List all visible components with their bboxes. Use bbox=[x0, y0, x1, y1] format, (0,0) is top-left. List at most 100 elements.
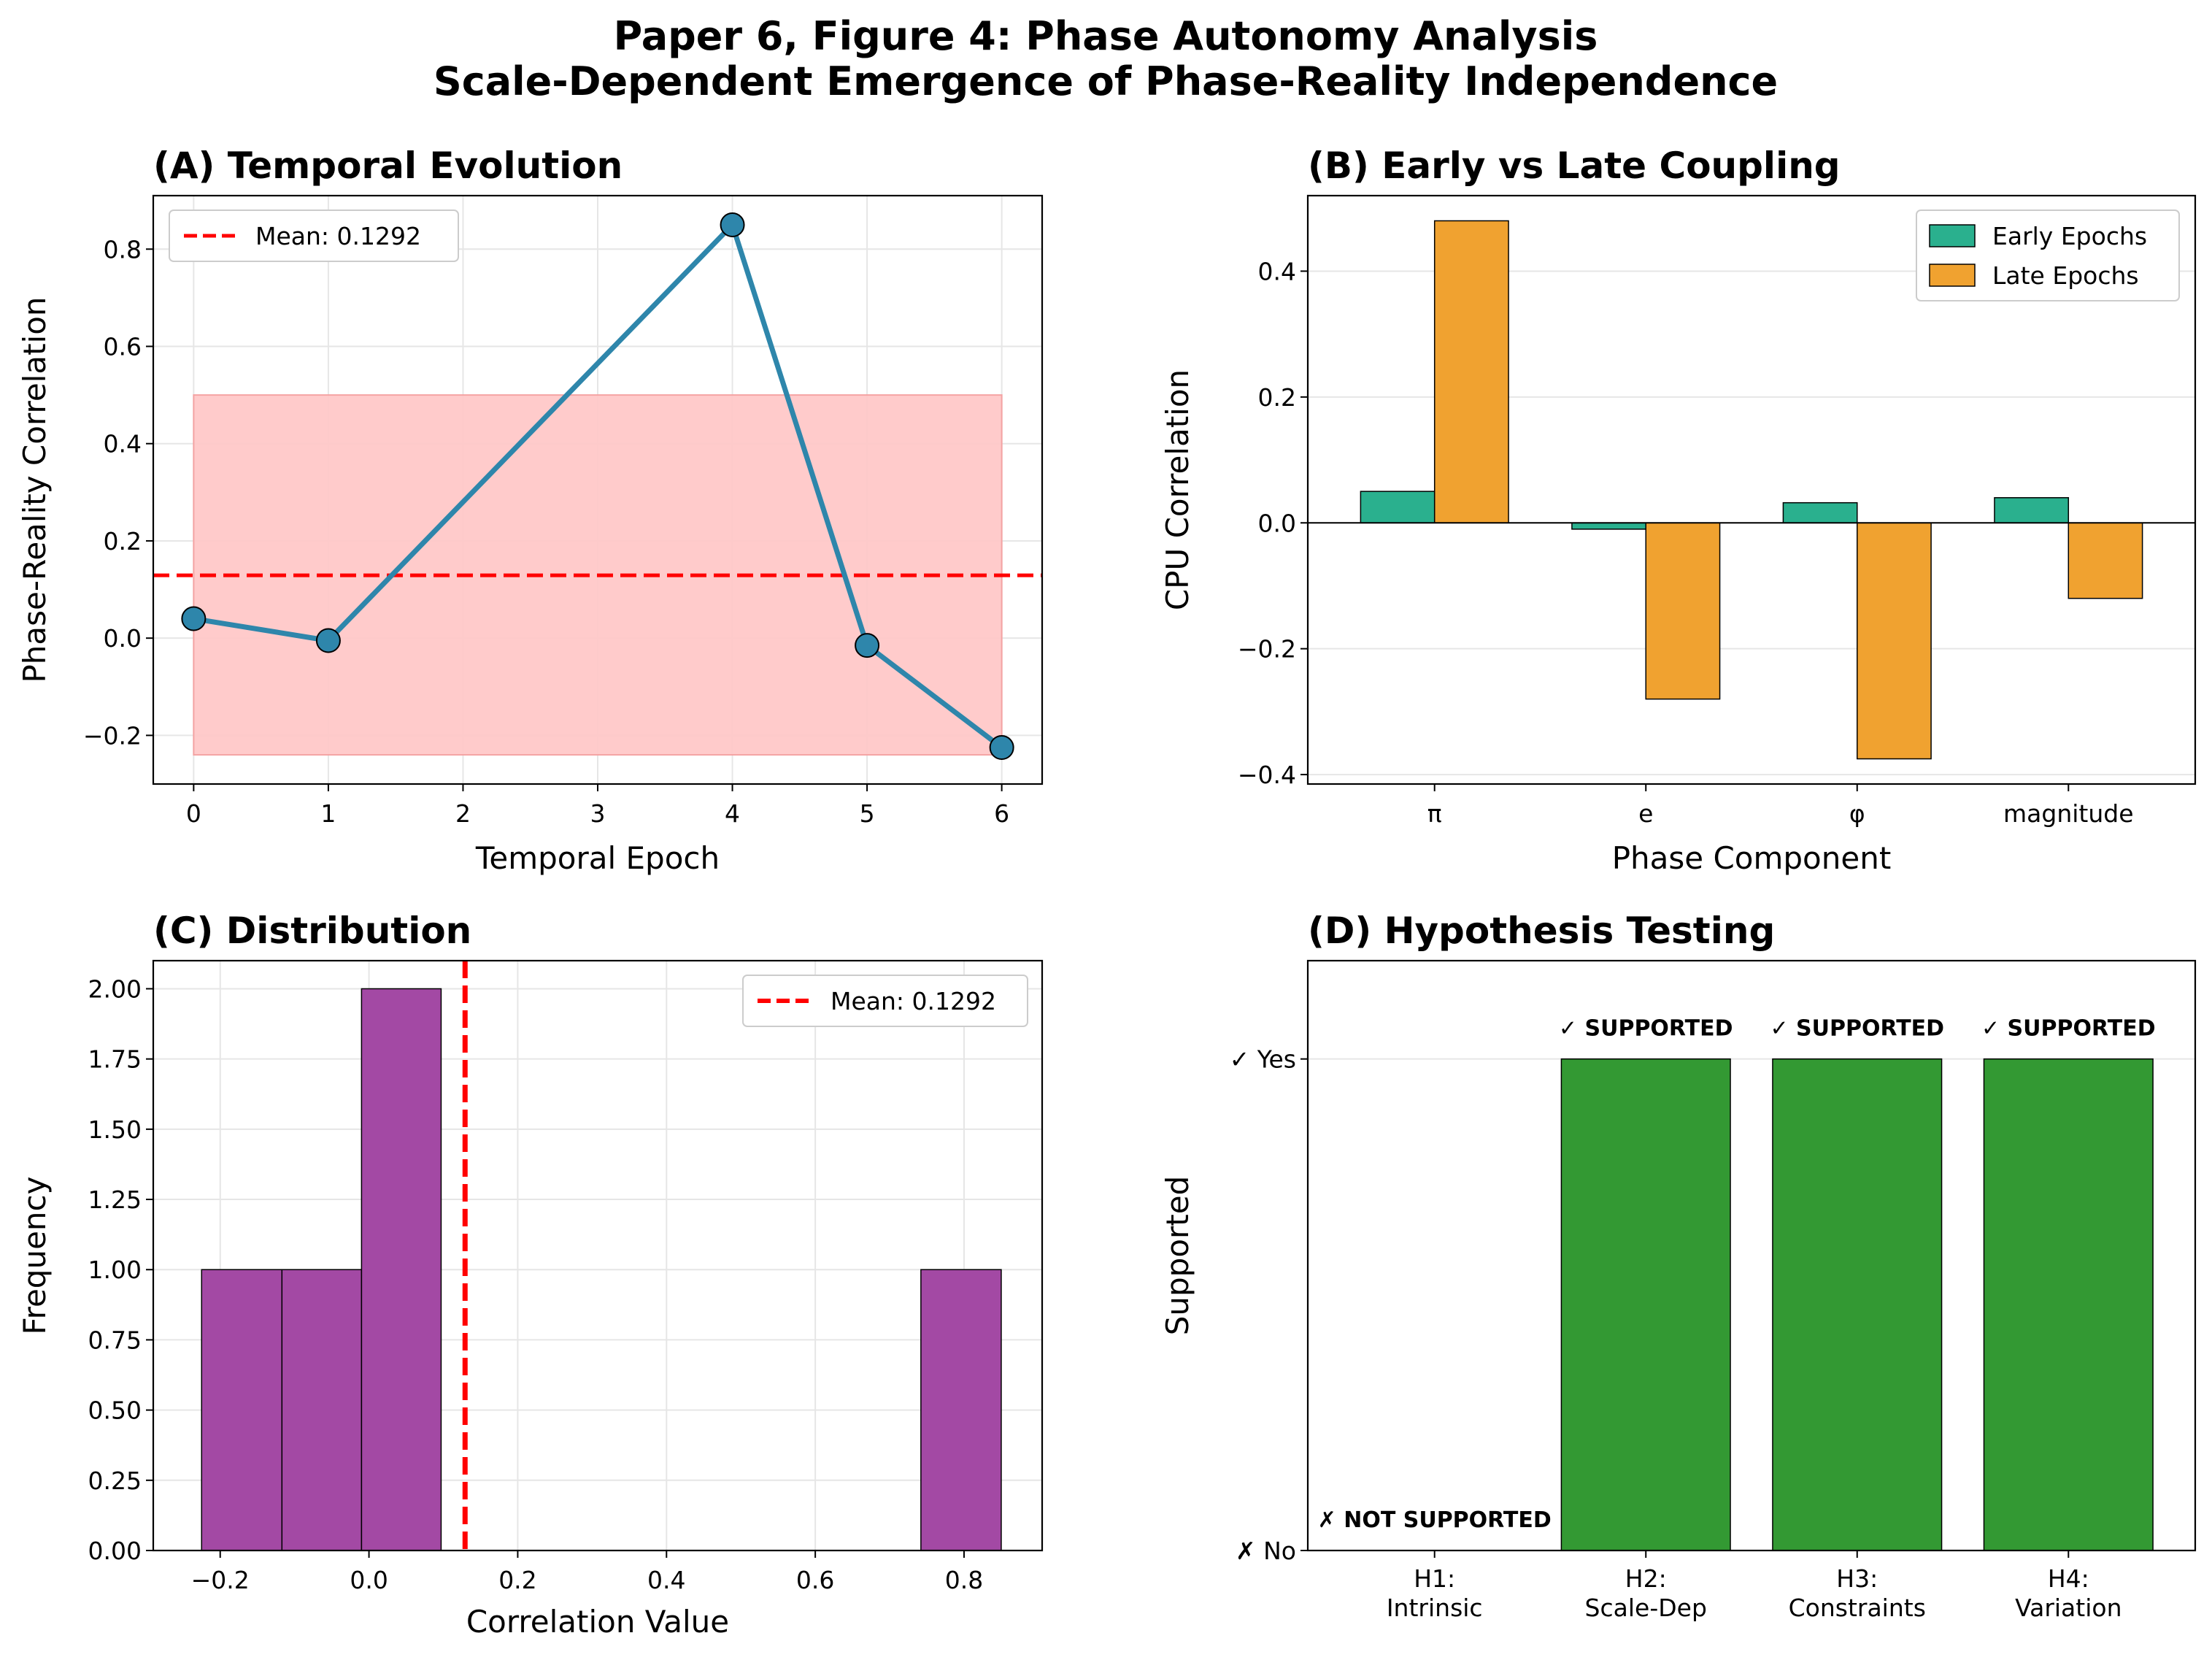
hypothesis-annotation: ✓ SUPPORTED bbox=[1559, 1016, 1733, 1042]
y-tick-label: 1.50 bbox=[88, 1115, 142, 1144]
y-tick-label: 0.50 bbox=[88, 1396, 142, 1425]
y-axis-label: Phase-Reality Correlation bbox=[17, 296, 53, 683]
x-axis-label: Correlation Value bbox=[466, 1604, 729, 1640]
x-tick-label: 0.2 bbox=[498, 1566, 536, 1594]
y-tick-label: 0.0 bbox=[1258, 509, 1296, 537]
x-tick-label: φ bbox=[1849, 799, 1865, 828]
legend-box bbox=[1916, 210, 2180, 301]
panel-d-hypothesis-testing: (D) Hypothesis Testing Supported ✗ No ✓ Yes… bbox=[1160, 910, 2197, 1622]
y-tick-label: 0.6 bbox=[104, 332, 142, 361]
y-axis-label: Supported bbox=[1160, 1176, 1195, 1336]
histogram-bar bbox=[281, 1269, 363, 1551]
histogram-bar bbox=[361, 988, 442, 1551]
y-tick-label: 0.4 bbox=[1258, 257, 1296, 285]
x-tick-label: 0.6 bbox=[796, 1566, 834, 1594]
x-tick-label-line2: Constraints bbox=[1789, 1594, 1926, 1622]
x-axis-label: Temporal Epoch bbox=[475, 840, 720, 876]
axes-frame bbox=[152, 194, 1044, 785]
bar-late bbox=[2068, 522, 2143, 599]
x-tick-label: 3 bbox=[590, 799, 606, 828]
x-tick-label-line2: Scale-Dep bbox=[1585, 1594, 1707, 1622]
y-tick-label: 0.2 bbox=[1258, 383, 1296, 412]
y-tick-label: −0.2 bbox=[1238, 635, 1296, 664]
legend-box bbox=[169, 210, 459, 262]
hypothesis-annotation: ✓ SUPPORTED bbox=[1770, 1016, 1944, 1042]
data-point bbox=[315, 628, 341, 653]
x-tick-label: 2 bbox=[455, 799, 471, 828]
panel-title: (C) Distribution bbox=[153, 910, 471, 952]
bar-early bbox=[1360, 491, 1436, 524]
y-axis-label: Frequency bbox=[17, 1177, 53, 1335]
y-tick-label: 1.25 bbox=[88, 1186, 142, 1214]
x-tick-label-line1: H2: bbox=[1625, 1564, 1667, 1593]
x-tick-label-line1: H4: bbox=[2048, 1564, 2089, 1593]
x-axis-label: Phase Component bbox=[1612, 840, 1892, 876]
figure-title-line1: Paper 6, Figure 4: Phase Autonomy Analys… bbox=[614, 13, 1598, 59]
x-tick-label: 5 bbox=[860, 799, 875, 828]
data-point bbox=[720, 212, 745, 237]
axes-frame bbox=[1306, 194, 2197, 785]
y-tick-label: 0.25 bbox=[88, 1467, 142, 1495]
legend-late-swatch bbox=[1929, 264, 1976, 287]
x-tick-label: 6 bbox=[994, 799, 1009, 828]
data-point bbox=[181, 606, 207, 631]
y-tick-label: 0.0 bbox=[104, 624, 142, 653]
hypothesis-bar bbox=[1560, 1058, 1731, 1551]
y-tick-label: 1.00 bbox=[88, 1256, 142, 1284]
x-tick-label: π bbox=[1427, 799, 1442, 828]
x-tick-label-line2: Intrinsic bbox=[1387, 1594, 1483, 1622]
panel-b-early-vs-late-coupling: (B) Early vs Late Coupling Phase Componen… bbox=[1160, 145, 2197, 876]
figure-title-line2: Scale-Dependent Emergence of Phase-Reali… bbox=[433, 58, 1778, 104]
legend-box bbox=[742, 975, 1028, 1027]
x-tick-label: 4 bbox=[725, 799, 740, 828]
y-tick-label: 0.8 bbox=[104, 235, 142, 264]
bar-early bbox=[1571, 522, 1646, 530]
hypothesis-bar bbox=[1772, 1058, 1943, 1551]
legend-mean-label: Mean: 0.1292 bbox=[831, 987, 996, 1015]
x-tick-label-line2: Variation bbox=[2015, 1594, 2122, 1622]
histogram-bar bbox=[201, 1269, 283, 1551]
y-axis-label: CPU Correlation bbox=[1160, 369, 1195, 610]
y-tick-label: 0.4 bbox=[104, 430, 142, 458]
y-tick-label: 0.75 bbox=[88, 1326, 142, 1354]
x-tick-label: 0.4 bbox=[647, 1566, 685, 1594]
legend-mean-label: Mean: 0.1292 bbox=[255, 222, 421, 250]
bar-early bbox=[1782, 502, 1858, 524]
x-tick-label: −0.2 bbox=[191, 1566, 250, 1594]
y-tick-label: −0.4 bbox=[1238, 761, 1296, 789]
panel-title: (B) Early vs Late Coupling bbox=[1308, 145, 1841, 187]
hypothesis-annotation: ✓ SUPPORTED bbox=[1981, 1016, 2156, 1042]
axes-frame bbox=[1306, 959, 2197, 1552]
data-point bbox=[989, 735, 1014, 761]
panel-a-temporal-evolution: (A) Temporal Evolution Temporal Epoch Phas… bbox=[17, 145, 1044, 876]
panel-title: (A) Temporal Evolution bbox=[153, 145, 623, 187]
legend-late-label: Late Epochs bbox=[1992, 261, 2139, 290]
panel-title: (D) Hypothesis Testing bbox=[1308, 910, 1775, 952]
x-tick-label: e bbox=[1638, 799, 1653, 828]
x-tick-label: 1 bbox=[320, 799, 336, 828]
bar-early bbox=[1994, 497, 2070, 524]
bar-late bbox=[1433, 220, 1509, 524]
data-point bbox=[855, 633, 880, 658]
x-tick-label-line1: H1: bbox=[1414, 1564, 1455, 1593]
x-tick-label: magnitude bbox=[2003, 799, 2134, 828]
bar-late bbox=[1857, 522, 1932, 760]
legend-early-label: Early Epochs bbox=[1992, 222, 2147, 250]
panel-c-distribution: (C) Distribution Correlation Value Frequen… bbox=[17, 910, 1044, 1640]
y-tick-label: −0.2 bbox=[83, 721, 142, 750]
legend-early-swatch bbox=[1929, 224, 1976, 247]
x-tick-label: 0.0 bbox=[350, 1566, 388, 1594]
y-tick-label: 0.2 bbox=[104, 527, 142, 556]
y-tick-label: ✗ No bbox=[1236, 1537, 1296, 1565]
hypothesis-bar bbox=[1983, 1058, 2154, 1551]
y-tick-label: 2.00 bbox=[88, 975, 142, 1003]
x-tick-label-line1: H3: bbox=[1836, 1564, 1878, 1593]
x-tick-label: 0.8 bbox=[945, 1566, 983, 1594]
x-tick-label: 0 bbox=[186, 799, 201, 828]
hypothesis-annotation: ✗ NOT SUPPORTED bbox=[1318, 1507, 1552, 1533]
y-tick-label: 1.75 bbox=[88, 1045, 142, 1074]
y-tick-label: 0.00 bbox=[88, 1537, 142, 1565]
axes-frame bbox=[152, 959, 1044, 1552]
bar-late bbox=[1645, 522, 1721, 700]
